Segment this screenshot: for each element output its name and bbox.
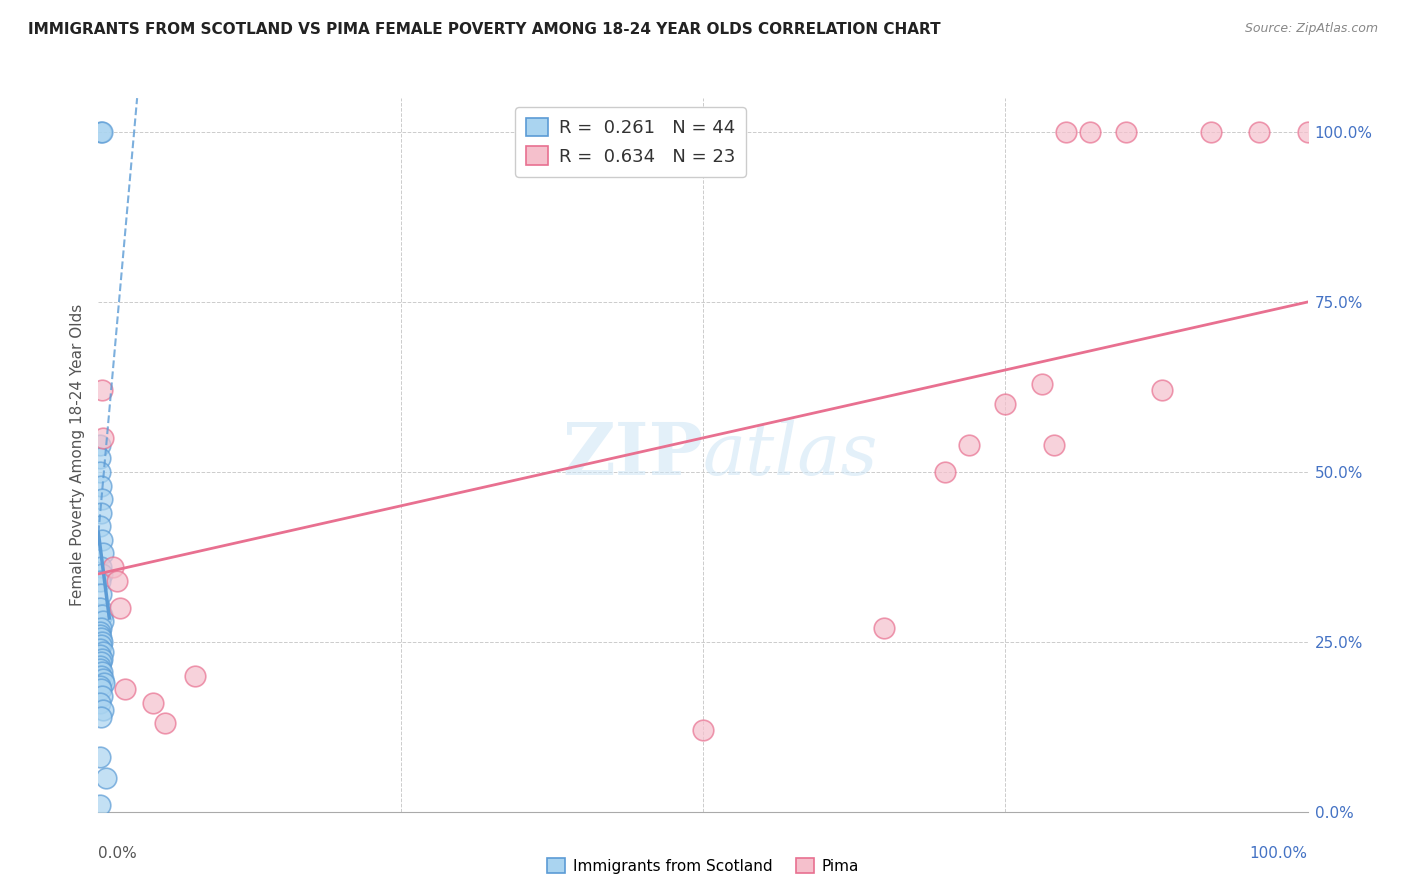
Point	[89, 519, 111, 533]
Point	[89, 662, 111, 676]
Point	[89, 574, 111, 588]
Point	[90, 632, 112, 646]
Point	[89, 628, 111, 642]
Point	[89, 750, 111, 764]
Legend: R =  0.261   N = 44, R =  0.634   N = 23: R = 0.261 N = 44, R = 0.634 N = 23	[515, 107, 745, 177]
Text: 0.0%: 0.0%	[98, 847, 138, 861]
Point	[93, 675, 115, 690]
Point	[105, 574, 128, 588]
Point	[90, 560, 112, 574]
Point	[91, 652, 114, 666]
Point	[1115, 125, 1137, 139]
Point	[89, 624, 111, 639]
Point	[91, 566, 114, 581]
Point	[90, 669, 112, 683]
Point	[89, 600, 111, 615]
Point	[89, 451, 111, 466]
Point	[91, 672, 114, 686]
Point	[91, 615, 114, 629]
Point	[91, 645, 114, 659]
Point	[153, 716, 176, 731]
Legend: Immigrants from Scotland, Pima: Immigrants from Scotland, Pima	[541, 852, 865, 880]
Point	[89, 641, 111, 656]
Text: IMMIGRANTS FROM SCOTLAND VS PIMA FEMALE POVERTY AMONG 18-24 YEAR OLDS CORRELATIO: IMMIGRANTS FROM SCOTLAND VS PIMA FEMALE …	[28, 22, 941, 37]
Point	[90, 655, 112, 669]
Text: ZIP: ZIP	[562, 419, 703, 491]
Point	[90, 638, 112, 652]
Point	[1054, 125, 1077, 139]
Point	[1042, 438, 1064, 452]
Point	[90, 478, 112, 492]
Point	[114, 682, 136, 697]
Point	[94, 771, 117, 785]
Text: 100.0%: 100.0%	[1250, 847, 1308, 861]
Point	[89, 465, 111, 479]
Point	[89, 658, 111, 673]
Point	[91, 546, 114, 560]
Point	[91, 431, 114, 445]
Point	[994, 397, 1017, 411]
Point	[1199, 125, 1222, 139]
Point	[101, 560, 124, 574]
Point	[89, 438, 111, 452]
Point	[692, 723, 714, 738]
Point	[108, 600, 131, 615]
Point	[90, 682, 112, 697]
Point	[90, 125, 112, 139]
Point	[91, 703, 114, 717]
Point	[91, 492, 114, 507]
Point	[90, 587, 112, 601]
Point	[91, 635, 114, 649]
Point	[90, 709, 112, 723]
Point	[89, 679, 111, 693]
Text: Source: ZipAtlas.com: Source: ZipAtlas.com	[1244, 22, 1378, 36]
Point	[1152, 384, 1174, 398]
Text: atlas: atlas	[703, 419, 879, 491]
Point	[91, 607, 114, 622]
Point	[91, 533, 114, 547]
Point	[90, 621, 112, 635]
Point	[873, 621, 896, 635]
Point	[91, 384, 114, 398]
Point	[1249, 125, 1271, 139]
Point	[184, 669, 207, 683]
Point	[957, 438, 980, 452]
Point	[1296, 125, 1319, 139]
Point	[1078, 125, 1101, 139]
Point	[91, 689, 114, 703]
Point	[90, 506, 112, 520]
Point	[91, 665, 114, 680]
Point	[934, 465, 956, 479]
Point	[91, 125, 114, 139]
Point	[89, 648, 111, 663]
Point	[1031, 376, 1053, 391]
Y-axis label: Female Poverty Among 18-24 Year Olds: Female Poverty Among 18-24 Year Olds	[69, 304, 84, 606]
Point	[89, 797, 111, 812]
Point	[89, 696, 111, 710]
Point	[142, 696, 165, 710]
